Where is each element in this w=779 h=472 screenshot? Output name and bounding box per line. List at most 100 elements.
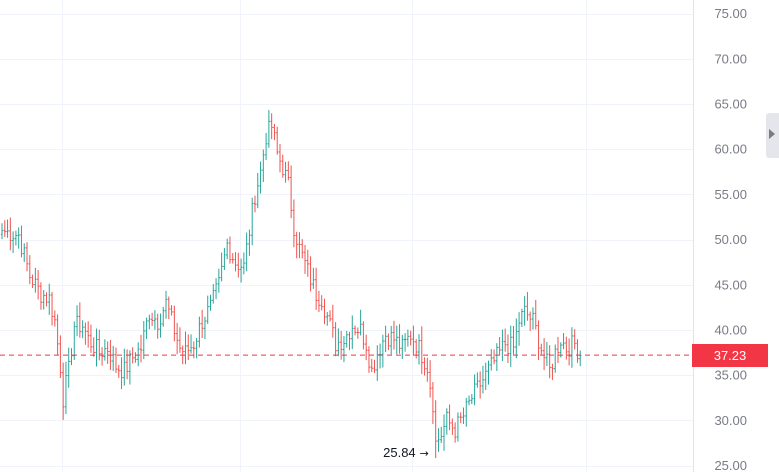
ohlc-bar [440,426,443,443]
ohlc-bar [278,143,282,173]
ohlc-bar [98,329,101,361]
ohlc-bar [25,242,29,272]
ohlc-bar [456,412,460,442]
ohlc-bar [428,360,432,398]
ohlc-bar [242,252,246,275]
ohlc-bar [540,343,543,355]
ohlc-bar [292,199,296,248]
y-tick-label: 35.00 [714,368,747,383]
ohlc-bar [125,349,129,380]
ohlc-bar [212,284,215,304]
ohlc-bar [353,325,357,336]
ohlc-bar [28,255,31,285]
ohlc-bar [531,307,535,330]
ohlc-bar [256,173,259,209]
ohlc-bar [184,331,187,365]
ohlc-bar [562,333,565,350]
ohlc-bar [478,371,482,399]
ohlc-bar [312,267,315,289]
ohlc-bar [301,239,304,259]
y-tick-label: 40.00 [714,323,747,338]
ohlc-bar [100,347,104,366]
ohlc-bar [117,364,120,378]
ohlc-bar [103,339,107,361]
ohlc-bar [320,295,323,311]
ohlc-bar [556,336,560,364]
ohlc-bar [59,335,62,379]
ohlc-bar [403,333,407,352]
ohlc-bar [576,339,579,363]
ohlc-bar [20,225,23,258]
ohlc-bar [509,325,512,367]
ohlc-bar [537,320,540,361]
ohlc-bar [17,227,20,249]
ohlc-bar [75,305,79,337]
scroll-handle[interactable] [766,113,779,158]
ohlc-bar [314,267,318,310]
ohlc-bar [131,347,134,364]
ohlc-bar [281,154,284,178]
ohlc-bar [323,298,326,325]
ohlc-bar [9,217,12,251]
ohlc-bar [420,326,423,375]
ohlc-bar [373,359,376,373]
ohlc-bar [0,223,4,240]
ohlc-bar [231,253,234,264]
ohlc-bar [442,414,446,451]
ohlc-bar [3,220,6,237]
last-price-tag: 37.23 [692,343,768,367]
ohlc-bar [234,252,237,272]
ohlc-bar [512,326,515,355]
ohlc-bar [34,267,37,293]
ohlc-bar [384,325,387,353]
ohlc-bar [517,312,521,346]
ohlc-bar [120,357,123,390]
ohlc-bar [128,350,132,385]
y-tick-label: 50.00 [714,232,747,247]
ohlc-bar [287,161,290,181]
ohlc-bar [112,345,115,371]
ohlc-bar [503,328,507,352]
y-tick-label: 45.00 [714,277,747,292]
ohlc-bar [448,404,451,431]
ohlc-bar [262,149,265,182]
ohlc-bar [317,290,321,313]
ohlc-bar [398,324,401,354]
ohlc-bar [239,258,243,283]
ohlc-bar [351,315,354,350]
ohlc-bar [70,348,73,366]
ohlc-bar [470,394,474,405]
ohlc-bar [251,197,254,246]
ohlc-bar [529,311,532,332]
ohlc-bar [476,372,479,388]
ohlc-bar [295,231,298,259]
ohlc-bar [459,412,462,424]
ohlc-bar [214,278,218,300]
ohlc-bar [395,325,398,355]
ohlc-bar [495,343,499,371]
ohlc-bar [264,132,268,160]
ohlc-bar [364,334,368,361]
ohlc-bar [567,338,571,366]
ohlc-bar [412,325,415,356]
ohlc-bar [31,274,34,289]
ohlc-bar [337,328,340,357]
ohlc-bar [487,360,490,385]
min-price-annotation: 25.84 [383,445,416,460]
ohlc-bar [170,305,173,316]
ohlc-bar [106,341,109,364]
ohlc-bar [390,325,393,355]
ohlc-bar [206,295,209,324]
ohlc-bar [61,362,65,420]
ohlc-bar [56,314,59,356]
ohlc-bar [298,232,301,259]
ohlc-bar [189,334,193,354]
ohlc-bar [378,343,382,369]
ohlc-bar [123,348,126,386]
ohlc-bar [431,382,435,424]
chart-grid [0,0,693,472]
y-tick-label: 70.00 [714,51,747,66]
ohlc-bar [209,294,212,311]
ohlc-bar [523,296,526,326]
